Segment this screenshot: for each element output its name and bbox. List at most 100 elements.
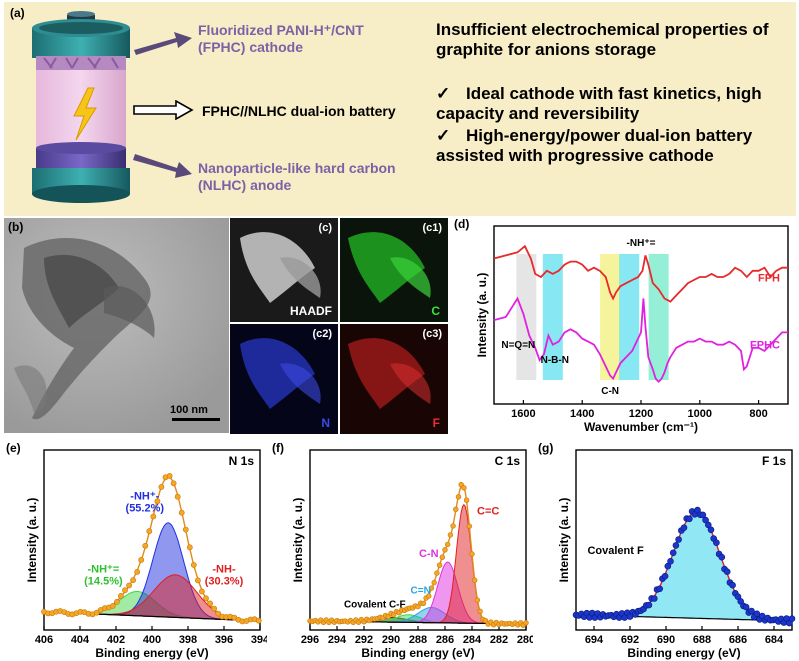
data-point [93, 609, 100, 616]
x-tick-label: 1600 [511, 408, 535, 420]
carbon-map: (c1) C [340, 218, 448, 322]
data-point [126, 582, 132, 589]
data-point [651, 595, 658, 602]
x-tick-label: 286 [436, 634, 454, 646]
x-tick-label: 396 [215, 634, 233, 646]
scale-bar [172, 418, 220, 421]
annotation: N-B-N [541, 355, 569, 366]
x-axis-label: Wavenumber (cm⁻¹) [584, 420, 698, 434]
data-point [439, 554, 446, 560]
data-point [753, 610, 761, 618]
cathode-arrow-icon [134, 32, 192, 55]
data-point [142, 542, 149, 549]
annotation: N=Q=N [501, 340, 535, 351]
peak-percent: (30.3%) [205, 575, 244, 587]
anode-arrow-icon [133, 154, 192, 178]
peak-label: Covalent F [587, 545, 644, 557]
ftir-band [516, 254, 537, 380]
peak-label: -NH⁺- [130, 490, 159, 502]
data-point [186, 544, 193, 551]
x-tick-label: 686 [729, 634, 747, 646]
peak-label: -NH⁺= [88, 563, 120, 575]
legend-fph: FPH [758, 273, 780, 285]
nitrogen-label: N [321, 416, 330, 430]
data-point [645, 601, 653, 609]
data-point [215, 610, 222, 617]
haadf-texture [240, 232, 321, 303]
data-point [194, 577, 201, 584]
scale-bar-label: 100 nm [170, 404, 208, 416]
cathode-text: Fluoridized PANI-H⁺/CNT (FPHC) cathode [198, 22, 364, 55]
data-point [166, 473, 173, 479]
data-point [713, 539, 720, 546]
x-tick-label: 398 [179, 634, 197, 646]
panel-c-label: (c) [318, 222, 332, 234]
data-point [718, 553, 726, 561]
x-tick-label: 690 [657, 634, 675, 646]
battery-arrow-icon [133, 100, 194, 120]
carbon-texture [348, 232, 431, 303]
peak-label: -NH- [212, 563, 236, 575]
nitrogen-texture [240, 338, 321, 409]
heading-text: Insufficient electrochemical properties … [436, 20, 769, 59]
data-point [445, 541, 451, 548]
data-point [469, 551, 475, 557]
tem-image: (b) 100 nm [4, 218, 229, 433]
data-point [453, 506, 459, 513]
x-tick-label: 688 [693, 634, 711, 646]
data-point [474, 597, 481, 603]
haadf-label: HAADF [290, 304, 332, 318]
panel-b-label: (b) [8, 220, 24, 234]
data-point [788, 615, 796, 622]
x-axis-label: Binding energy (eV) [95, 646, 208, 660]
data-point [705, 521, 712, 529]
data-point [207, 600, 213, 607]
data-point [114, 598, 120, 605]
data-point [431, 579, 437, 586]
x-tick-label: 394 [251, 634, 267, 646]
data-point [748, 607, 755, 615]
c1s-chart: 296 294 292 290 288 286 284 282 280 Binding energ… [272, 441, 533, 660]
data-point [463, 497, 470, 503]
x-axis-label: Binding energy (eV) [627, 646, 740, 660]
panel-label: (f) [272, 441, 284, 455]
check-mark-icon: ✓ [436, 84, 451, 103]
data-point [138, 557, 145, 563]
chart-title: C 1s [495, 454, 521, 468]
data-point [680, 524, 688, 531]
data-point [174, 493, 181, 500]
data-point [190, 562, 197, 568]
data-point [434, 570, 440, 576]
x-tick-label: 282 [490, 634, 508, 646]
data-point [154, 498, 161, 505]
data-point [450, 523, 456, 529]
chart-title: F 1s [762, 454, 786, 468]
battery-text: FPHC//NLHC dual-ion battery [202, 103, 396, 119]
haadf-map: (c) HAADF [230, 218, 338, 322]
data-point [707, 526, 715, 534]
data-point [428, 585, 435, 591]
fluorine-map: (c3) F [340, 324, 448, 434]
peak-label: C=N [411, 586, 431, 597]
panel-c2-label: (c2) [312, 328, 332, 340]
y-axis-label: Intensity (a. u.) [25, 498, 39, 583]
data-point [203, 595, 209, 602]
data-point [723, 568, 731, 575]
peak-percent: (55.2%) [126, 503, 165, 515]
data-point [729, 581, 736, 589]
chart-title: N 1s [229, 454, 255, 468]
data-point [675, 536, 682, 543]
x-tick-label: 280 [517, 634, 533, 646]
x-tick-label: 402 [107, 634, 125, 646]
peak-label: C=C [477, 506, 499, 518]
x-tick-label: 692 [621, 634, 639, 646]
data-point [420, 600, 427, 607]
data-point [426, 593, 432, 599]
data-point [211, 605, 217, 612]
ftir-chart: 1600 1400 1200 1000 800 Wavenumber (cm⁻¹) Inte… [454, 217, 789, 434]
x-tick-label: 404 [71, 634, 90, 646]
data-point [170, 480, 177, 487]
data-point [130, 577, 136, 584]
x-tick-label: 284 [463, 634, 482, 646]
data-point [472, 577, 478, 583]
